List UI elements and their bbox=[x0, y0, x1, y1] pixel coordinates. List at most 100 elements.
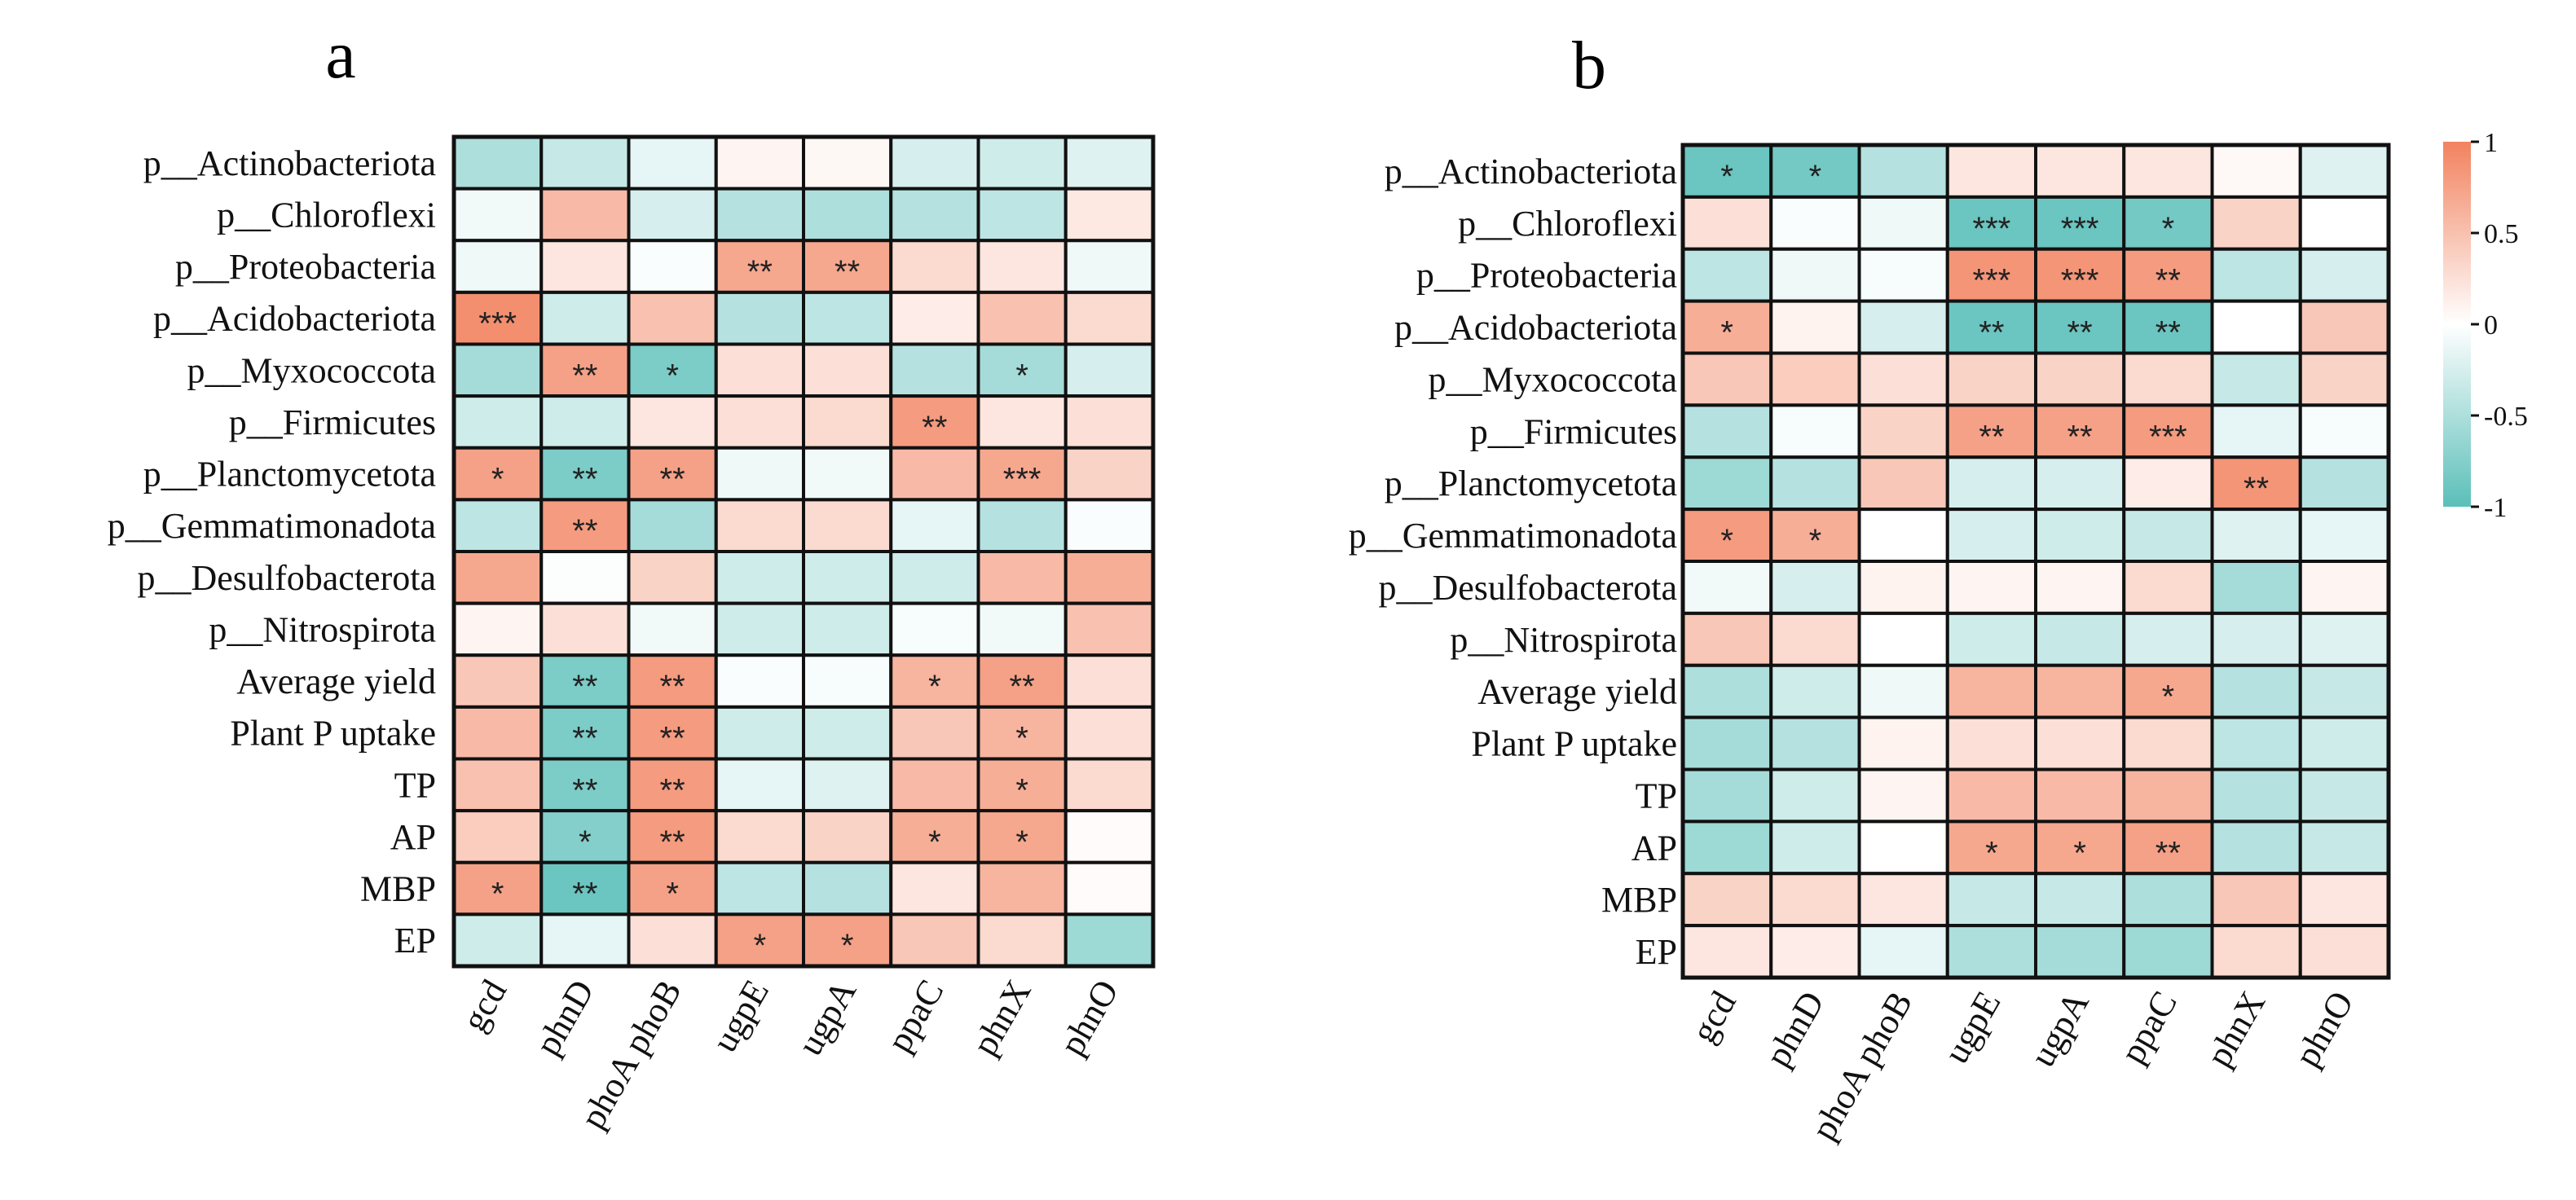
heatmap-cell bbox=[1063, 187, 1155, 243]
significance-mark: ** bbox=[660, 772, 685, 808]
significance-mark: ** bbox=[660, 824, 685, 860]
heatmap-cell bbox=[802, 705, 893, 761]
heatmap-cell bbox=[2034, 663, 2126, 719]
significance-mark: * bbox=[491, 877, 504, 912]
significance-mark: ** bbox=[572, 669, 597, 705]
heatmap-cell bbox=[2298, 611, 2390, 667]
heatmap-cell bbox=[802, 550, 893, 605]
significance-mark: ** bbox=[572, 462, 597, 498]
heatmap-cell bbox=[2122, 715, 2214, 771]
heatmap-b-cells bbox=[1680, 143, 2391, 980]
heatmap-cell bbox=[802, 860, 893, 916]
heatmap-cell bbox=[976, 394, 1068, 450]
heatmap-cell bbox=[976, 860, 1068, 916]
heatmap-cell bbox=[1063, 653, 1155, 709]
heatmap-cell bbox=[714, 394, 805, 450]
significance-mark: ** bbox=[572, 877, 597, 912]
significance-mark: * bbox=[2073, 835, 2086, 871]
heatmap-cell bbox=[539, 239, 631, 294]
heatmap-cell bbox=[627, 394, 718, 450]
heatmap-cell bbox=[976, 187, 1068, 243]
heatmap-cell bbox=[2122, 143, 2214, 199]
row-label: p__Myxococcota bbox=[1429, 359, 1677, 399]
significance-mark: * bbox=[1985, 835, 1998, 871]
panel-title-a: a bbox=[325, 17, 355, 93]
row-label: Average yield bbox=[236, 662, 436, 701]
heatmap-cell bbox=[1857, 611, 1949, 667]
heatmap-cell bbox=[1063, 757, 1155, 813]
heatmap-cell bbox=[1857, 351, 1949, 407]
significance-mark: ** bbox=[2244, 471, 2269, 507]
significance-mark: ** bbox=[660, 721, 685, 757]
heatmap-cell bbox=[1063, 809, 1155, 864]
heatmap-cell bbox=[1769, 715, 1861, 771]
significance-mark: * bbox=[1720, 523, 1733, 559]
heatmap-cell bbox=[452, 550, 544, 605]
heatmap-a-row-labels: p__Actinobacteriota p__Chloroflexi p__Prot… bbox=[108, 143, 436, 960]
heatmap-cell bbox=[889, 601, 980, 657]
row-label: p__Chloroflexi bbox=[217, 195, 436, 235]
significance-mark: ** bbox=[572, 772, 597, 808]
heatmap-cell bbox=[1769, 195, 1861, 251]
heatmap-a-significance: ** ******* * **** ** ** ******* ** * **** ** *** ** *… bbox=[478, 254, 1041, 964]
heatmap-cell bbox=[1681, 872, 1773, 928]
heatmap-cell bbox=[1769, 924, 1861, 979]
heatmap-cell bbox=[2210, 663, 2302, 719]
row-label: p__Proteobacteria bbox=[1416, 256, 1677, 296]
colorbar-ticks: 1 0.5 0 -0.5 -1 bbox=[2471, 128, 2528, 523]
heatmap-cell bbox=[2210, 143, 2302, 199]
heatmap-cell bbox=[1945, 767, 2037, 824]
heatmap-cell bbox=[539, 135, 631, 191]
heatmap-cell bbox=[889, 446, 980, 502]
heatmap-cell bbox=[976, 550, 1068, 605]
heatmap-cell bbox=[1681, 455, 1773, 512]
significance-mark: * bbox=[2162, 211, 2175, 247]
heatmap-cell bbox=[889, 705, 980, 761]
heatmap-cell bbox=[714, 757, 805, 813]
heatmap-cell bbox=[2122, 820, 2214, 876]
heatmap-cell bbox=[2298, 508, 2390, 563]
significance-mark: ** bbox=[1010, 669, 1035, 705]
heatmap-cell bbox=[889, 135, 980, 191]
row-label: Plant P uptake bbox=[230, 714, 436, 754]
heatmap-cell bbox=[2210, 767, 2302, 824]
heatmap-cell bbox=[627, 809, 718, 864]
heatmap-cell bbox=[627, 860, 718, 916]
heatmap-cell bbox=[976, 135, 1068, 191]
significance-mark: ** bbox=[572, 358, 597, 393]
heatmap-cell bbox=[1063, 446, 1155, 502]
significance-mark: ** bbox=[834, 254, 860, 290]
significance-mark: * bbox=[1015, 772, 1028, 808]
heatmap-cell bbox=[2298, 403, 2390, 459]
significance-mark: *** bbox=[1973, 211, 2011, 247]
heatmap-cell bbox=[802, 342, 893, 398]
heatmap-cell bbox=[452, 239, 544, 294]
heatmap-cell bbox=[889, 342, 980, 398]
significance-mark: * bbox=[1809, 159, 1822, 195]
colorbar-tick-label: -0.5 bbox=[2484, 402, 2528, 432]
row-label: Average yield bbox=[1477, 672, 1677, 712]
heatmap-cell bbox=[2034, 299, 2126, 355]
row-label: p__Actinobacteriota bbox=[1385, 152, 1677, 191]
significance-mark: * bbox=[2162, 679, 2175, 715]
heatmap-cell bbox=[452, 705, 544, 761]
heatmap-cell bbox=[714, 342, 805, 398]
row-label: MBP bbox=[1601, 880, 1677, 920]
row-label: AP bbox=[1631, 828, 1677, 868]
heatmap-cell bbox=[2298, 351, 2390, 407]
heatmap-cell bbox=[976, 498, 1068, 553]
heatmap-cell bbox=[889, 498, 980, 553]
heatmap-cell bbox=[2298, 924, 2390, 979]
heatmap-cell bbox=[452, 498, 544, 553]
heatmap-cell bbox=[2034, 508, 2126, 563]
heatmap-cell bbox=[1945, 351, 2037, 407]
heatmap-cell bbox=[889, 860, 980, 916]
heatmap-cell bbox=[539, 498, 631, 553]
heatmap-cell bbox=[1945, 455, 2037, 512]
heatmap-cell bbox=[1681, 247, 1773, 303]
heatmap-cell bbox=[1769, 767, 1861, 824]
heatmap-cell bbox=[1063, 135, 1155, 191]
colorbar-tick-label: 0.5 bbox=[2484, 219, 2519, 249]
row-label: p__Firmicutes bbox=[1470, 411, 1677, 451]
heatmap-cell bbox=[2122, 663, 2214, 719]
